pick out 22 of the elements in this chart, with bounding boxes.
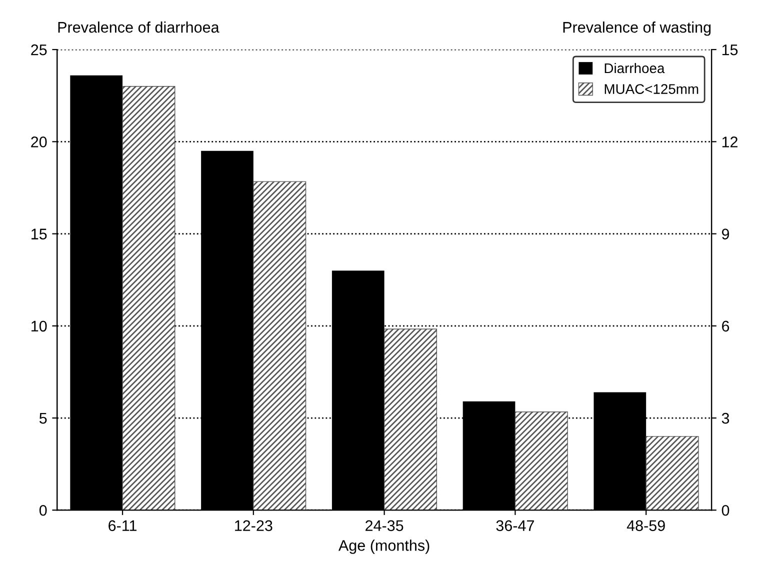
y-tick-label: 10: [32, 320, 47, 332]
x-axis-title: Age (months): [338, 540, 430, 554]
y-tick-label: 0: [39, 504, 47, 516]
y-tick-label: 15: [32, 228, 47, 240]
x-tick-label: 12-23: [235, 520, 272, 532]
y-tick-label: 25: [31, 44, 47, 56]
x-tick-label: 48-59: [626, 520, 665, 532]
y2-tick-label: 0: [722, 504, 730, 516]
x-tick-label: 6-11: [108, 520, 137, 532]
y2-tick-label: 12: [722, 136, 738, 148]
y2-tick-label: 6: [722, 320, 730, 332]
x-tick-label: 36-47: [496, 520, 534, 532]
y-axis-title: Prevalence of diarrhoea: [58, 21, 220, 33]
y2-tick-label: 15: [722, 44, 738, 56]
y2-tick-label: 9: [722, 228, 730, 240]
y2-tick-label: 3: [722, 412, 730, 424]
legend-label: MUAC<125mm: [604, 84, 698, 94]
legend-label: Diarrhoea: [604, 62, 665, 74]
y2-axis-title: Prevalence of wasting: [563, 21, 711, 36]
x-tick-label: 24-35: [366, 520, 404, 532]
y-tick-label: 20: [31, 136, 47, 148]
y-tick-label: 5: [39, 413, 47, 424]
